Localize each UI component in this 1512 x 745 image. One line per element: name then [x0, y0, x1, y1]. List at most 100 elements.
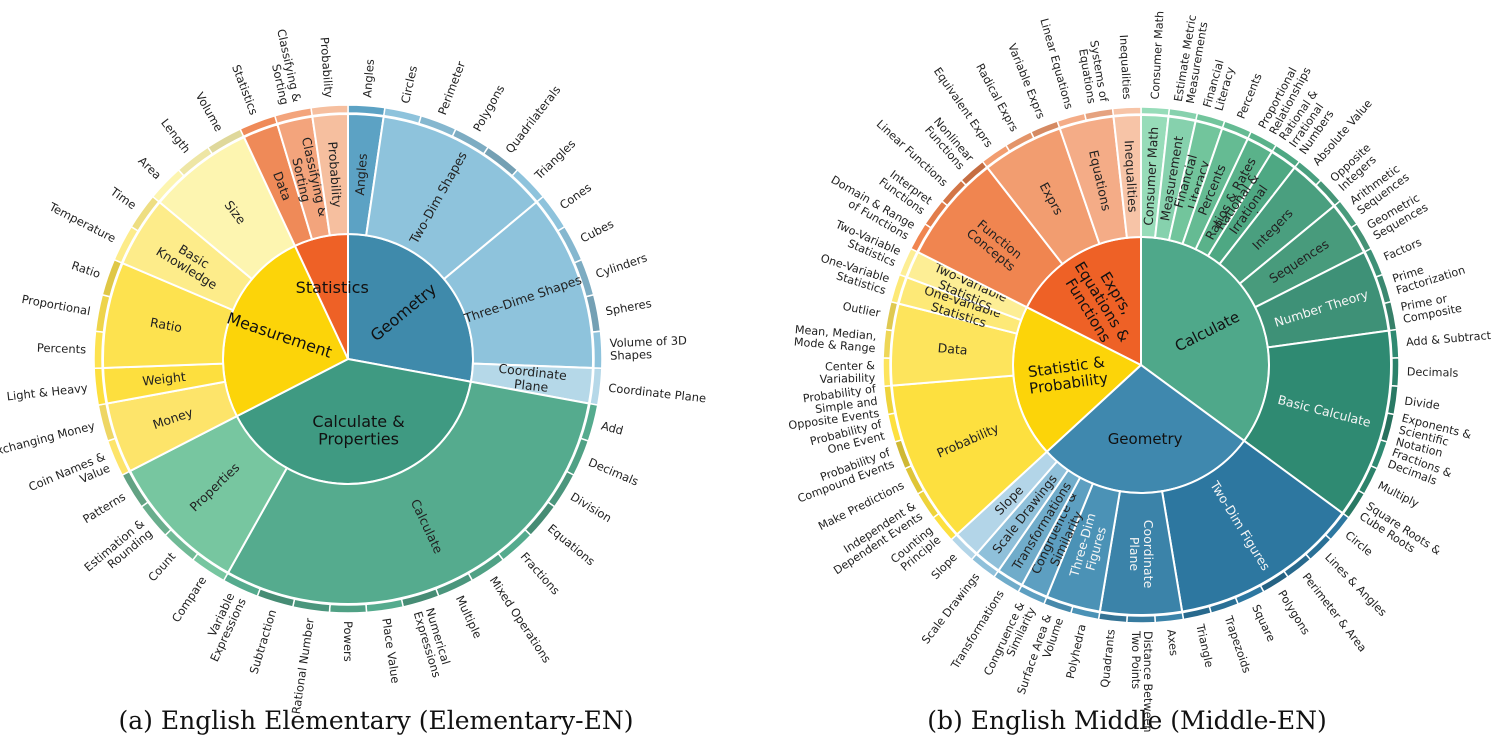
outer-label-powers: Powers: [342, 621, 356, 662]
outer-label-multiple: Multiple: [453, 593, 485, 640]
outer-label-numerical-expressions: NumericalExpressions: [411, 606, 456, 679]
outer-label-proportional: Proportional: [21, 291, 92, 317]
outer-label-triangles: Triangles: [531, 136, 578, 182]
outer-label-multiply: Multiply: [1376, 479, 1422, 511]
outer-label-statistics: Statistics: [230, 62, 262, 116]
outer-label-percents: Percents: [1235, 71, 1265, 120]
outer-label-volume-of-3d-shapes: Volume of 3DShapes: [609, 333, 687, 362]
outer-label-prime-factorization: PrimeFactorization: [1391, 252, 1467, 298]
outer-label-circles: Circles: [398, 64, 420, 104]
outer-label-center-and-variability: Center &Variability: [819, 359, 876, 386]
outer-label-temperature: Temperature: [46, 199, 118, 245]
middle-segment-calculate: [226, 380, 591, 605]
middle-label-inequalities: Inequalities: [1122, 140, 1141, 213]
middle-label-angles: Angles: [351, 153, 369, 196]
outer-label-length: Length: [158, 116, 193, 156]
outer-label-perimeter: Perimeter: [435, 59, 468, 117]
outer-label-add-and-subtract: Add & Subtract: [1406, 329, 1493, 349]
outer-label-division: Division: [568, 489, 614, 525]
outer-label-add: Add: [600, 418, 625, 437]
inner-label-geometry: Geometry: [1108, 430, 1183, 448]
outer-label-systems-of-equations: Systems ofEquations: [1075, 39, 1110, 105]
outer-segment-probability: [310, 104, 349, 117]
outer-label-trapezoids: Trapezoids: [1221, 613, 1253, 674]
outer-label-volume: Volume: [193, 90, 226, 134]
inner-label-statistics: Statistics: [296, 278, 369, 297]
outer-label-fractions: Fractions: [518, 549, 563, 597]
outer-label-quadrants: Quadrants: [1098, 628, 1117, 688]
outer-label-divide: Divide: [1404, 395, 1441, 413]
outer-label-light-and-heavy: Light & Heavy: [6, 380, 89, 403]
outer-label-area: Area: [136, 153, 165, 181]
outer-label-prime-or-composite: Prime orComposite: [1400, 290, 1464, 326]
sunburst-chart-elementary: Angles Angles Circles Perimeter PolygonsQuad…: [0, 28, 707, 716]
outer-label-axes: Axes: [1164, 629, 1180, 657]
outer-label-estimation-and-rounding: Estimation &Rounding: [81, 516, 155, 584]
outer-label-square: Square: [1249, 603, 1278, 644]
middle-label-coordinate-plane: CoordinatePlane: [1128, 520, 1157, 589]
outer-label-triangle: Triangle: [1193, 622, 1216, 669]
outer-label-exchanging-money: Exchanging Money: [0, 418, 96, 459]
middle-label-consumer-math: Consumer Math: [1140, 126, 1160, 226]
caption-elementary: (a) English Elementary (Elementary-EN): [118, 706, 634, 735]
outer-label-compare: Compare: [168, 573, 208, 624]
outer-segment-distance-between-two-points: [1126, 614, 1156, 624]
outer-label-variable-expressions: VariableExpressions: [195, 590, 248, 663]
outer-label-rational-number: Rational Number: [288, 617, 316, 715]
outer-segment-powers: [328, 603, 368, 614]
outer-label-polygons: Polygons: [470, 82, 507, 133]
outer-label-coordinate-plane: Coordinate Plane: [608, 380, 707, 405]
middle-segment-inequalities: [1112, 113, 1142, 239]
caption-middle: (b) English Middle (Middle-EN): [927, 706, 1327, 735]
outer-label-coin-names-and-value: Coin Names &Value: [26, 449, 112, 506]
outer-label-financial-literacy: FinancialLiteracy: [1201, 58, 1239, 112]
outer-label-slope: Slope: [929, 551, 960, 582]
outer-label-cones: Cones: [557, 180, 594, 212]
outer-segment-volume-of-3d-shapes: [591, 330, 603, 370]
outer-segment-center-and-variability: [882, 357, 892, 388]
outer-segment-inequalities: [1111, 106, 1142, 117]
outer-label-equations: Equations: [545, 521, 598, 568]
outer-label-percents: Percents: [37, 340, 87, 356]
outer-label-factors: Factors: [1382, 236, 1424, 264]
outer-label-probability: Probability: [318, 37, 336, 99]
outer-label-cylinders: Cylinders: [594, 250, 649, 281]
outer-label-count: Count: [145, 549, 179, 584]
outer-segment-decimals: [1390, 357, 1400, 388]
middle-segment-probability: [311, 112, 349, 237]
outer-label-cubes: Cubes: [578, 216, 616, 245]
outer-label-angles: Angles: [360, 59, 377, 99]
outer-label-classifying-and-sorting: Classifying &Sorting: [262, 28, 304, 107]
outer-label-linear-equations: Linear Equations: [1037, 17, 1075, 111]
outer-label-decimals: Decimals: [1407, 365, 1459, 379]
outer-label-inequalities: Inequalities: [1117, 34, 1134, 100]
outer-label-distance-between-two-points: Distance BetweenTwo Points: [1129, 630, 1154, 732]
outer-segment-add-and-subtract: [1388, 328, 1400, 359]
outer-label-mean-median-mode-and-range: Mean, Median,Mode & Range: [793, 323, 877, 355]
outer-label-square-roots-and-cube-roots: Square Roots &Cube Roots: [1357, 499, 1443, 568]
outer-label-spheres: Spheres: [604, 296, 652, 318]
outer-label-subtraction: Subtraction: [246, 608, 279, 676]
outer-segment-consumer-math: [1140, 106, 1171, 117]
outer-label-decimals: Decimals: [587, 455, 641, 489]
outer-label-polyhedra: Polyhedra: [1064, 623, 1089, 680]
outer-segment-percents: [93, 330, 105, 370]
outer-label-time: Time: [107, 183, 139, 211]
middle-label-data: Data: [937, 340, 968, 357]
outer-label-place-value: Place Value: [380, 617, 403, 684]
inner-label-calculate-and-properties: Calculate & Properties: [312, 411, 404, 448]
outer-label-polygons: Polygons: [1275, 588, 1312, 637]
outer-label-consumer-math: Consumer Math: [1149, 11, 1167, 100]
outer-label-circle: Circle: [1343, 529, 1376, 559]
outer-label-patterns: Patterns: [80, 489, 128, 526]
middle-label-coordinate-plane: CoordinatePlane: [496, 360, 568, 396]
outer-segment-mean-median-mode-and-range: [882, 328, 894, 359]
middle-label-probability: Probability: [326, 141, 346, 209]
outer-label-quadrilaterals: Quadrilaterals: [502, 83, 563, 156]
middle-label-weight: Weight: [142, 368, 187, 388]
outer-label-ratio: Ratio: [70, 258, 102, 281]
middle-label-ratio: Ratio: [149, 314, 183, 335]
outer-label-outlier: Outlier: [842, 300, 882, 320]
